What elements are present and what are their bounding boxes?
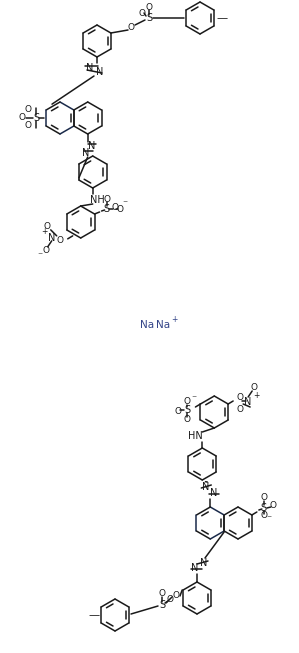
Text: O: O — [237, 394, 244, 402]
Text: S: S — [33, 113, 39, 123]
Text: N: N — [88, 141, 95, 151]
Text: O: O — [237, 404, 244, 413]
Text: O: O — [19, 114, 25, 123]
Text: N: N — [96, 67, 104, 77]
Text: O: O — [269, 502, 276, 511]
Text: +: + — [171, 315, 177, 325]
Text: ⁻: ⁻ — [266, 514, 271, 524]
Text: N: N — [210, 488, 217, 498]
Text: +: + — [253, 390, 259, 400]
Text: O: O — [260, 511, 267, 520]
Text: O: O — [25, 121, 31, 131]
Text: O: O — [25, 106, 31, 114]
Text: HN: HN — [188, 431, 203, 441]
Text: O: O — [175, 407, 182, 417]
Text: —: — — [89, 610, 100, 620]
Text: O: O — [158, 590, 166, 599]
Text: O: O — [138, 8, 146, 18]
Text: N: N — [86, 63, 94, 73]
Text: O: O — [260, 494, 267, 503]
Text: S: S — [261, 503, 267, 513]
Text: N: N — [82, 148, 89, 158]
Text: ⁻: ⁻ — [122, 199, 127, 209]
Text: O: O — [103, 195, 110, 204]
Text: O: O — [116, 204, 123, 214]
Text: S: S — [184, 405, 190, 415]
Text: O: O — [127, 22, 135, 31]
Text: O: O — [173, 592, 179, 601]
Text: +: + — [42, 227, 48, 236]
Text: O: O — [184, 398, 191, 407]
Text: O: O — [111, 202, 118, 212]
Text: O: O — [56, 236, 63, 246]
Text: O: O — [167, 596, 173, 605]
Text: O: O — [146, 3, 152, 12]
Text: O: O — [251, 383, 258, 392]
Text: S: S — [159, 600, 165, 610]
Text: N: N — [245, 397, 252, 407]
Text: ⁻: ⁻ — [191, 394, 196, 404]
Text: O: O — [184, 415, 191, 424]
Text: S: S — [103, 204, 110, 214]
Text: Na: Na — [140, 320, 154, 330]
Text: N: N — [202, 482, 209, 492]
Text: N: N — [191, 563, 199, 573]
Text: ⁻: ⁻ — [37, 251, 42, 261]
Text: N: N — [48, 233, 55, 243]
Text: NH: NH — [90, 195, 105, 205]
Text: —: — — [216, 13, 228, 23]
Text: O: O — [43, 223, 50, 231]
Text: Na: Na — [156, 320, 170, 330]
Text: O: O — [42, 246, 49, 255]
Text: N: N — [200, 558, 208, 568]
Text: S: S — [146, 13, 152, 23]
